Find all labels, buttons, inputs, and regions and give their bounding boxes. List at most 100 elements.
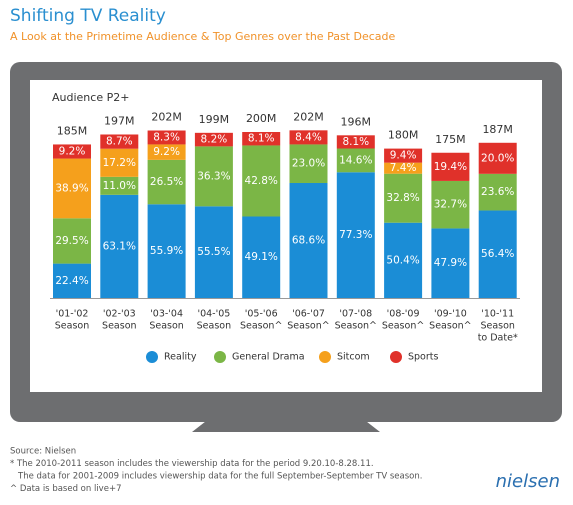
bar-segment (147, 130, 186, 145)
x-tick-label: Season (102, 321, 136, 332)
bar-segment (478, 142, 517, 174)
value-label: 7.4% (390, 162, 417, 174)
total-label: 197M (104, 114, 135, 127)
bar-segment (478, 173, 517, 211)
value-label: 38.9% (55, 182, 88, 194)
x-tick-label: Season (55, 321, 89, 332)
value-label: 9.2% (59, 146, 86, 158)
x-tick-label: '02-'03 (103, 309, 136, 320)
value-label: 32.8% (386, 192, 419, 204)
value-label: 8.1% (342, 136, 369, 148)
bar-segment (100, 176, 139, 195)
bar-segment (147, 159, 186, 205)
bar-segment (242, 145, 281, 217)
total-label: 196M (341, 115, 372, 128)
bar-segment (53, 218, 91, 264)
brand-logo: nielsen (496, 471, 560, 492)
value-label: 50.4% (386, 254, 419, 266)
bar-segment (431, 228, 470, 298)
bar-segment (384, 162, 423, 174)
x-tick-label: Season (197, 321, 231, 332)
footnote: ^ Data is based on live+7 (10, 484, 121, 494)
bar-segment (384, 222, 423, 298)
value-label: 77.3% (339, 229, 372, 241)
chart-subtitle: A Look at the Primetime Audience & Top G… (10, 30, 395, 43)
value-label: 9.2% (153, 146, 180, 158)
total-label: 199M (199, 113, 230, 126)
x-tick-label: '05-'06 (245, 309, 278, 320)
bar-segment (242, 216, 281, 298)
total-label: 185M (57, 124, 88, 137)
value-label: 47.9% (434, 257, 467, 269)
value-label: 26.5% (150, 176, 183, 188)
bar-segment (384, 173, 423, 223)
axis-label: Audience P2+ (52, 91, 129, 104)
bar-segment (194, 206, 233, 298)
value-label: 17.2% (103, 157, 136, 169)
x-tick-label: Season^ (429, 321, 471, 332)
total-label: 202M (151, 110, 182, 123)
x-tick-label: '03-'04 (150, 309, 183, 320)
value-label: 14.6% (339, 154, 372, 166)
value-label: 11.0% (103, 180, 136, 192)
footnote: * The 2010-2011 season includes the view… (10, 459, 374, 469)
legend-label: Sitcom (337, 352, 370, 363)
value-label: 42.8% (245, 175, 278, 187)
legend-label: Reality (164, 352, 197, 363)
bar-segment (100, 134, 139, 149)
legend-marker (146, 351, 158, 363)
x-tick-label: Season^ (382, 321, 424, 332)
bar-segment (194, 146, 233, 207)
x-tick-label: '06-'07 (292, 309, 325, 320)
total-label: 180M (388, 129, 419, 142)
x-tick-label: '07-'08 (339, 309, 372, 320)
legend-marker (390, 351, 402, 363)
bar-segment (336, 172, 375, 298)
bar-segment (289, 182, 328, 298)
value-label: 23.0% (292, 158, 325, 170)
x-tick-label: '10-'11 (481, 309, 514, 320)
value-label: 55.9% (150, 245, 183, 257)
bar-segment (194, 132, 233, 147)
x-tick-label: '09-'10 (434, 309, 467, 320)
bar-segment (53, 263, 91, 298)
bar-segment (147, 144, 186, 160)
x-tick-label: '08-'09 (387, 309, 420, 320)
footnote: The data for 2001-2009 includes viewersh… (17, 472, 422, 482)
total-label: 187M (482, 123, 513, 136)
bar-segment (336, 135, 375, 149)
x-tick-label: '01-'02 (56, 309, 89, 320)
total-label: 175M (435, 133, 466, 146)
bar-segment (53, 158, 91, 219)
legend-label: General Drama (232, 352, 305, 363)
bar-segment (147, 204, 186, 298)
x-tick-label: Season (149, 321, 183, 332)
value-label: 20.0% (481, 152, 514, 164)
total-label: 200M (246, 112, 277, 125)
value-label: 32.7% (434, 199, 467, 211)
x-tick-label: '04-'05 (197, 309, 230, 320)
bar-segment (100, 194, 139, 298)
value-label: 9.4% (390, 150, 417, 162)
bar-segment (289, 130, 328, 145)
value-label: 8.7% (106, 136, 133, 148)
value-label: 8.2% (201, 134, 228, 146)
legend-label: Sports (408, 352, 439, 363)
value-label: 63.1% (103, 240, 136, 252)
value-label: 55.5% (197, 246, 230, 258)
value-label: 56.4% (481, 248, 514, 260)
value-label: 8.1% (248, 133, 275, 145)
x-tick-label: Season (480, 321, 514, 332)
bar-segment (242, 132, 281, 146)
x-tick-label: Season^ (335, 321, 377, 332)
bar-segment (431, 180, 470, 229)
value-label: 29.5% (55, 235, 88, 247)
bar-segment (336, 148, 375, 173)
value-label: 23.6% (481, 186, 514, 198)
bar-segment (478, 210, 517, 298)
value-label: 49.1% (245, 251, 278, 263)
x-tick-label: Season^ (287, 321, 329, 332)
bar-segment (384, 148, 423, 163)
total-label: 202M (293, 110, 324, 123)
